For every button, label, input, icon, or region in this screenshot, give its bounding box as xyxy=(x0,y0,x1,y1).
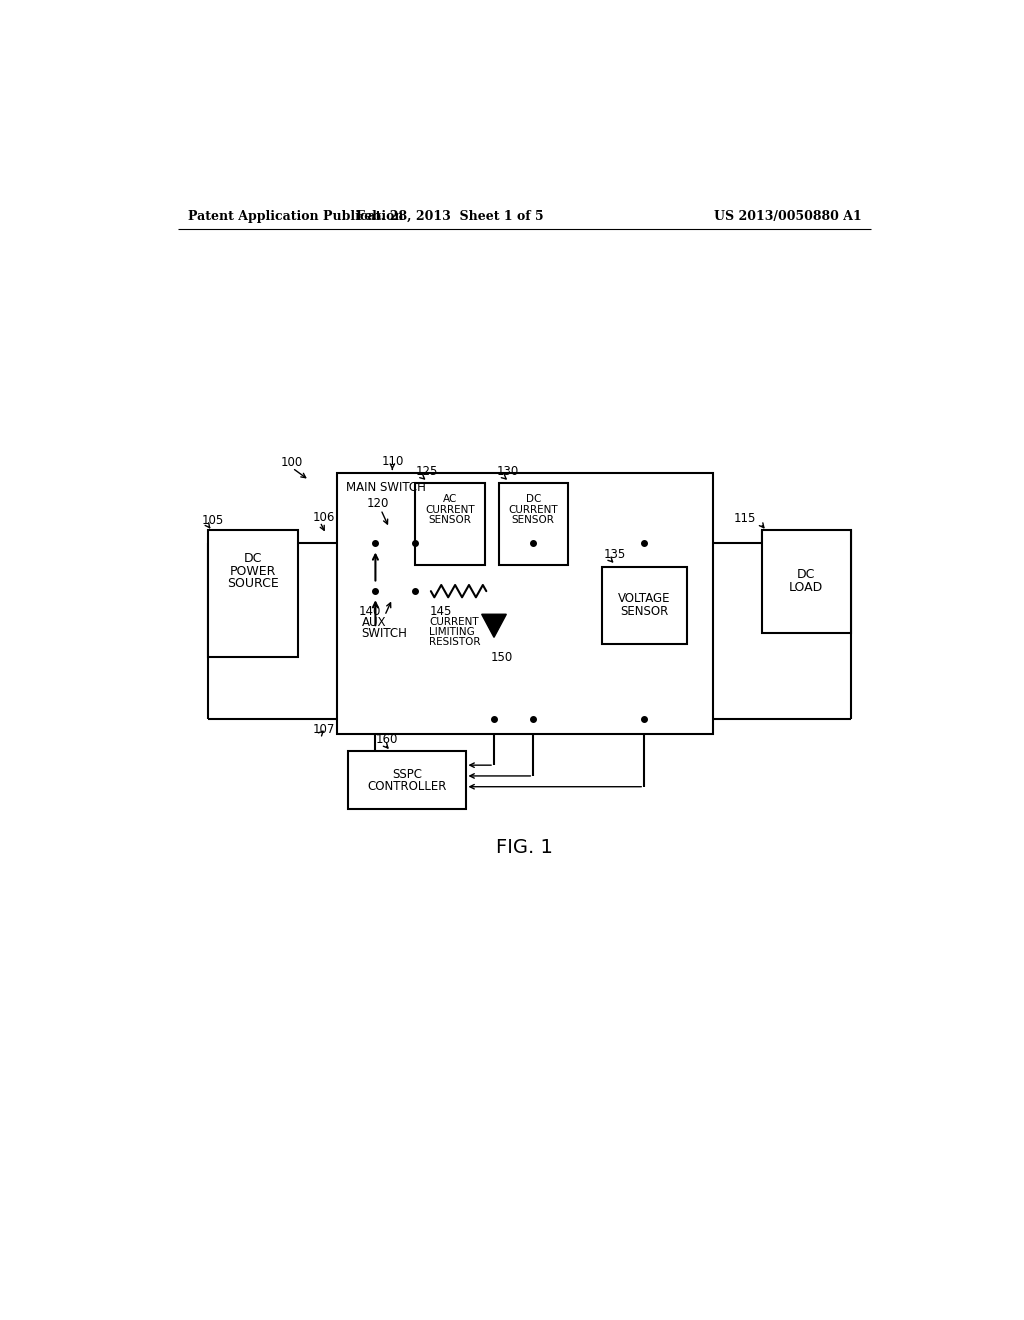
Text: 120: 120 xyxy=(367,496,388,510)
Text: DC: DC xyxy=(525,494,541,504)
Text: 110: 110 xyxy=(381,454,403,467)
Text: POWER: POWER xyxy=(229,565,276,578)
Bar xyxy=(416,483,484,565)
Text: 140: 140 xyxy=(358,605,381,618)
Text: 130: 130 xyxy=(497,465,519,478)
Text: LOAD: LOAD xyxy=(790,581,823,594)
Text: 150: 150 xyxy=(490,651,513,664)
Text: CURRENT: CURRENT xyxy=(429,616,479,627)
Text: Feb. 28, 2013  Sheet 1 of 5: Feb. 28, 2013 Sheet 1 of 5 xyxy=(356,210,544,223)
Text: SOURCE: SOURCE xyxy=(227,577,279,590)
Text: 135: 135 xyxy=(603,548,626,561)
Text: 106: 106 xyxy=(312,511,335,524)
Text: SENSOR: SENSOR xyxy=(429,515,471,525)
Text: US 2013/0050880 A1: US 2013/0050880 A1 xyxy=(715,210,862,223)
Text: DC: DC xyxy=(244,552,262,565)
Text: AC: AC xyxy=(443,494,458,504)
Text: 160: 160 xyxy=(376,733,397,746)
Text: CURRENT: CURRENT xyxy=(509,504,558,515)
Bar xyxy=(208,529,298,657)
Bar xyxy=(337,473,714,734)
Text: SSPC: SSPC xyxy=(392,767,422,780)
Bar xyxy=(602,566,686,644)
Text: VOLTAGE: VOLTAGE xyxy=(617,593,671,606)
Text: RESISTOR: RESISTOR xyxy=(429,638,481,647)
Text: SENSOR: SENSOR xyxy=(620,605,669,618)
Polygon shape xyxy=(481,614,506,638)
Text: 125: 125 xyxy=(416,465,438,478)
Text: DC: DC xyxy=(797,569,815,582)
Text: SENSOR: SENSOR xyxy=(512,515,555,525)
Text: Patent Application Publication: Patent Application Publication xyxy=(188,210,403,223)
Text: 145: 145 xyxy=(429,605,452,618)
Text: LIMITING: LIMITING xyxy=(429,627,475,638)
Bar xyxy=(499,483,568,565)
Text: SWITCH: SWITCH xyxy=(361,627,408,640)
Text: MAIN SWITCH: MAIN SWITCH xyxy=(346,482,426,495)
Text: 107: 107 xyxy=(312,723,335,737)
Text: 100: 100 xyxy=(281,455,303,469)
Bar xyxy=(348,751,466,809)
Text: CONTROLLER: CONTROLLER xyxy=(368,780,446,793)
Bar xyxy=(762,529,851,632)
Text: CURRENT: CURRENT xyxy=(425,504,475,515)
Text: 115: 115 xyxy=(733,512,756,525)
Text: AUX: AUX xyxy=(361,616,386,630)
Text: FIG. 1: FIG. 1 xyxy=(497,838,553,857)
Text: 105: 105 xyxy=(202,513,223,527)
